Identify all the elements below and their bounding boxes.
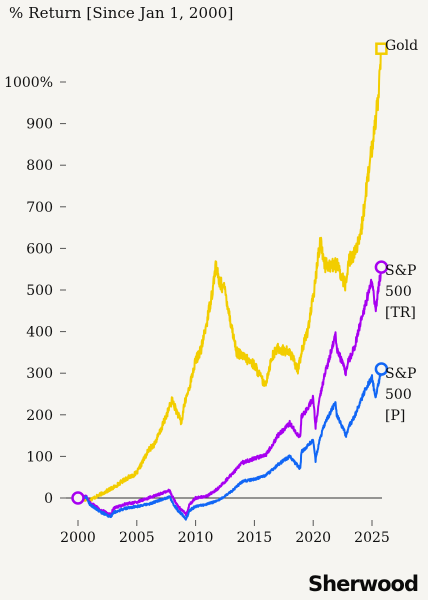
y-tick-label: 700 bbox=[26, 200, 53, 216]
chart-title: % Return [Since Jan 1, 2000] bbox=[9, 4, 234, 22]
x-tick-label: 2025 bbox=[354, 530, 390, 546]
gold-end-marker bbox=[375, 42, 388, 55]
sp500-p-end-marker bbox=[374, 362, 389, 376]
gold-label: Gold bbox=[385, 38, 418, 54]
sp500-p-line bbox=[77, 368, 383, 521]
sp500-p-label: 500 bbox=[385, 387, 412, 403]
y-tick-label: 500 bbox=[26, 283, 53, 299]
y-tick-label: 900 bbox=[26, 117, 53, 133]
y-tick-label: 100 bbox=[26, 449, 53, 465]
y-tick-label: 600 bbox=[26, 241, 53, 257]
x-tick-label: 2010 bbox=[178, 530, 214, 546]
y-tick-label: 300 bbox=[26, 366, 53, 382]
sp500-tr-label: 500 bbox=[385, 284, 412, 300]
sp500-tr-label: S&P bbox=[385, 263, 416, 279]
sp500-tr-label: [TR] bbox=[385, 305, 416, 321]
x-tick-label: 2015 bbox=[237, 530, 273, 546]
series-layer bbox=[71, 42, 389, 521]
label-layer: Gold S&P 500 [TR] S&P 500 [P] bbox=[385, 38, 418, 424]
y-tick-label: 200 bbox=[26, 408, 53, 424]
y-tick-label: 0 bbox=[44, 491, 53, 507]
start-marker bbox=[71, 491, 85, 505]
axis-layer: 0 100 200 300 400 500 600 700 800 900 1000% 2000 200… bbox=[4, 75, 390, 546]
sp500-p-label: S&P bbox=[385, 366, 416, 382]
y-tick-label: 400 bbox=[26, 325, 53, 341]
x-tick-label: 2000 bbox=[60, 530, 96, 546]
y-tick-label: 1000% bbox=[4, 75, 53, 91]
sherwood-logo: Sherwood bbox=[308, 572, 419, 596]
gold-line bbox=[77, 46, 383, 503]
y-tick-label: 800 bbox=[26, 158, 53, 174]
sp500-p-label: [P] bbox=[385, 408, 405, 424]
sp500-tr-end-marker bbox=[374, 260, 389, 274]
x-tick-label: 2020 bbox=[295, 530, 331, 546]
sp500-tr-line bbox=[77, 266, 383, 517]
x-tick-label: 2005 bbox=[119, 530, 155, 546]
